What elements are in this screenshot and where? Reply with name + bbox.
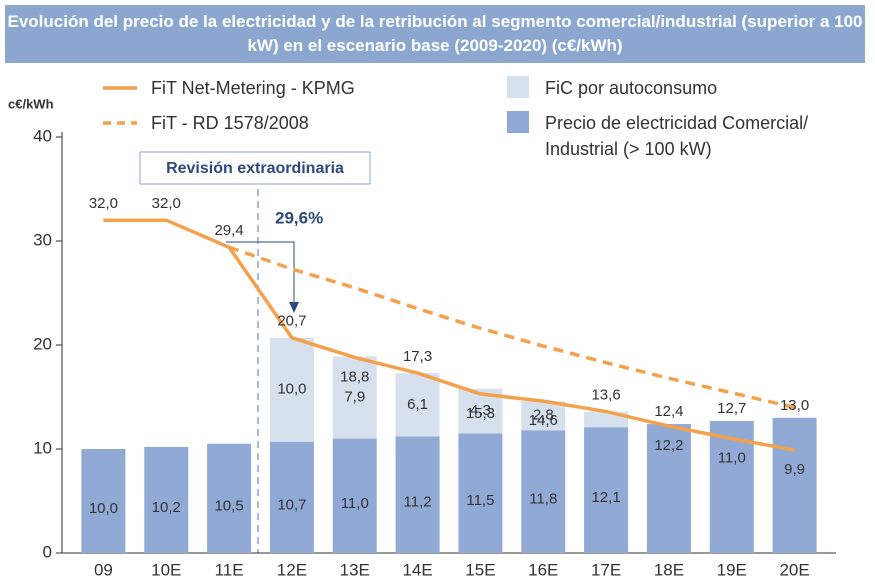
line-label: 11,0 — [718, 450, 746, 467]
legend-label: FiT - RD 1578/2008 — [151, 113, 309, 133]
data-label: 6,1 — [407, 396, 428, 413]
arrow — [226, 241, 295, 306]
arrow-head — [289, 302, 299, 313]
data-label: 11,2 — [404, 494, 432, 511]
bar — [521, 401, 566, 431]
bar — [772, 417, 817, 553]
x-tick-label: 20E — [779, 560, 809, 579]
legend-label: FiC por autoconsumo — [545, 78, 718, 98]
bar — [269, 337, 314, 442]
x-tick-label: 12E — [277, 560, 307, 579]
line-label: 32,0 — [152, 195, 181, 212]
bar — [395, 373, 440, 437]
y-tick-label: 40 — [33, 126, 52, 145]
y-tick-label: 30 — [33, 230, 52, 249]
x-tick-label: 19E — [717, 560, 747, 579]
x-tick-label: 10E — [151, 560, 181, 579]
data-label: 4,3 — [470, 402, 491, 419]
line-label: 12,2 — [654, 437, 683, 454]
annotation: 29,6% — [275, 208, 323, 227]
x-tick-label: 16E — [528, 560, 558, 579]
bar — [395, 436, 440, 553]
annotation: Revisión extraordinaria — [166, 160, 344, 177]
line-label: 20,7 — [277, 313, 306, 330]
data-label: 7,9 — [344, 388, 365, 405]
bar — [207, 443, 252, 553]
y-tick-label: 10 — [33, 438, 52, 457]
y-axis-label: c€/kWh — [8, 96, 54, 111]
data-label: 2,8 — [533, 407, 554, 424]
bar — [458, 433, 503, 553]
data-label: 10,0 — [277, 381, 306, 398]
data-label: 11,5 — [466, 492, 494, 509]
bar — [81, 449, 126, 553]
x-tick-label: 09 — [94, 560, 113, 579]
bar — [332, 356, 377, 439]
data-label: 11,0 — [341, 495, 369, 512]
line-label: 32,0 — [89, 195, 118, 212]
line-label: 9,9 — [784, 461, 805, 478]
x-tick-label: 11E — [215, 560, 244, 579]
line — [103, 218, 795, 452]
x-tick-label: 13E — [340, 560, 370, 579]
data-label: 11,8 — [529, 491, 557, 508]
legend-swatch — [507, 111, 529, 133]
bar — [269, 441, 314, 553]
line-label: 14,6 — [529, 412, 558, 429]
legend-label: Precio de electricidad Comercial/ Indust… — [545, 113, 809, 159]
bar — [584, 427, 629, 553]
bar — [144, 446, 189, 553]
legend-label: FiT Net-Metering - KPMG — [151, 78, 355, 98]
bar — [332, 438, 377, 553]
x-tick-label: 15E — [465, 560, 495, 579]
data-label: 12,1 — [591, 489, 620, 506]
chart-title: Evolución del precio de la electricidad … — [5, 5, 865, 63]
line-label: 29,4 — [214, 222, 243, 239]
data-label: 10,2 — [152, 499, 181, 516]
line-label: 15,3 — [466, 405, 495, 422]
data-label: 12,4 — [654, 403, 683, 420]
x-tick-label: 14E — [402, 560, 432, 579]
data-label: 13,0 — [780, 397, 809, 414]
legend-swatch — [507, 76, 529, 98]
bar — [521, 430, 566, 553]
annotation-box — [139, 151, 371, 185]
line-label: 17,3 — [403, 348, 432, 365]
y-tick-label: 0 — [43, 542, 52, 561]
data-label: 12,7 — [717, 400, 746, 417]
x-tick-label: 17E — [591, 560, 621, 579]
data-label: 10,0 — [89, 500, 118, 517]
y-tick-label: 20 — [33, 334, 52, 353]
line — [228, 245, 795, 410]
data-label: 10,5 — [214, 497, 243, 514]
line-label: 13,6 — [591, 387, 620, 404]
bar — [646, 424, 691, 553]
x-tick-label: 18E — [654, 560, 684, 579]
data-label: 10,7 — [277, 496, 306, 513]
line-label: 18,8 — [340, 368, 369, 385]
